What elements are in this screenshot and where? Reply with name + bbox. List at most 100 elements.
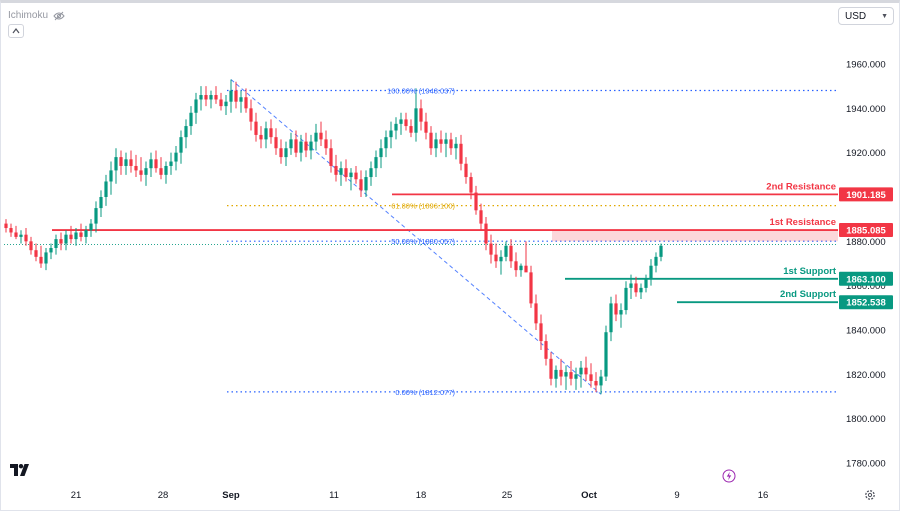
- candle-body: [249, 108, 253, 122]
- candle-body: [604, 332, 608, 377]
- x-tick-label: Sep: [222, 490, 240, 501]
- candle-body: [239, 97, 243, 102]
- candle: [114, 148, 118, 184]
- candle-body: [569, 372, 573, 379]
- candle: [184, 119, 188, 149]
- candle-body: [74, 232, 78, 240]
- candle-body: [384, 137, 388, 149]
- candle: [389, 121, 393, 149]
- x-tick-label: 16: [758, 490, 769, 501]
- candle: [309, 134, 313, 160]
- currency-select[interactable]: USD ▼: [838, 7, 894, 25]
- collapse-legend-button[interactable]: [8, 24, 24, 38]
- x-tick-label: 18: [416, 490, 427, 501]
- candle: [154, 150, 158, 173]
- time-axis[interactable]: 21 28 Sep 11 18 25 Oct 9 16: [71, 490, 769, 501]
- x-tick-label: 28: [158, 490, 169, 501]
- price-axis[interactable]: 1780.000 1800.000 1820.000 1840.000 1860.000…: [846, 60, 886, 470]
- candle-body: [519, 265, 523, 271]
- candle: [134, 154, 138, 178]
- price-tag-label: 1885.085: [846, 226, 886, 237]
- chevron-down-icon: ▼: [881, 12, 888, 20]
- candle-body: [319, 132, 323, 140]
- candle-body: [54, 239, 58, 248]
- candle: [274, 128, 278, 155]
- tradingview-logo[interactable]: [10, 464, 30, 476]
- candle-body: [269, 128, 273, 138]
- candle: [609, 296, 613, 342]
- candle: [199, 86, 203, 111]
- candle-body: [599, 376, 603, 386]
- candle: [659, 243, 663, 262]
- candle: [59, 232, 63, 251]
- candle-body: [234, 90, 238, 102]
- candle-body: [69, 234, 73, 240]
- candle-body: [29, 241, 33, 251]
- x-tick-label: 25: [502, 490, 513, 501]
- candle-body: [299, 141, 303, 153]
- candle: [149, 152, 153, 178]
- candle: [469, 172, 473, 200]
- candle: [39, 245, 43, 268]
- candle: [574, 367, 578, 390]
- candle: [64, 230, 68, 251]
- candle: [599, 369, 603, 395]
- candle-body: [279, 148, 283, 158]
- level-labels: 2nd Resistance 1st Resistance 1st Support 2…: [766, 181, 837, 300]
- candle: [334, 154, 338, 182]
- candle-body: [179, 137, 183, 153]
- x-tick-label: 21: [71, 490, 82, 501]
- candle: [504, 241, 508, 262]
- candle-body: [429, 132, 433, 149]
- candle: [9, 223, 13, 237]
- price-tag-bg: [839, 223, 893, 238]
- candle: [314, 123, 318, 151]
- candle: [449, 132, 453, 155]
- candle: [594, 372, 598, 393]
- fib-label: 100.00% (1948.037): [387, 87, 455, 96]
- candle-body: [169, 161, 173, 166]
- level-label: 1st Support: [783, 266, 837, 277]
- candle: [109, 161, 113, 195]
- candle: [354, 165, 358, 184]
- candle: [409, 119, 413, 138]
- gear-icon[interactable]: [864, 489, 876, 501]
- candle: [374, 150, 378, 178]
- candle-body: [339, 168, 343, 175]
- candle-body: [154, 159, 158, 169]
- candle-body: [464, 163, 468, 178]
- y-tick-label: 1860.000: [846, 281, 886, 292]
- candle: [174, 146, 178, 171]
- candle: [619, 303, 623, 328]
- candle: [139, 157, 143, 182]
- candle-body: [649, 265, 653, 280]
- candle: [439, 130, 443, 153]
- flash-icon[interactable]: [722, 469, 736, 483]
- candle: [629, 274, 633, 299]
- candle: [234, 81, 238, 109]
- candle-body: [559, 369, 563, 377]
- indicator-legend[interactable]: Ichimoku: [8, 10, 65, 21]
- candle: [284, 141, 288, 166]
- candle-body: [264, 128, 268, 140]
- candle: [549, 352, 553, 386]
- fib-label: 61.80% (1896.100): [391, 202, 455, 211]
- candle: [509, 239, 513, 268]
- candle-body: [189, 112, 193, 127]
- eye-slash-icon[interactable]: [53, 11, 65, 21]
- candle-body: [634, 283, 638, 293]
- candle: [544, 334, 548, 366]
- candle-body: [59, 239, 63, 244]
- candle-body: [479, 210, 483, 224]
- candle-body: [324, 139, 328, 149]
- candle: [604, 325, 608, 381]
- candles: [4, 79, 663, 395]
- candle: [4, 219, 8, 233]
- candle: [554, 365, 558, 388]
- candle: [359, 170, 363, 197]
- candle-body: [64, 234, 68, 244]
- candle: [564, 365, 568, 390]
- candle: [584, 356, 588, 381]
- candle: [214, 86, 218, 104]
